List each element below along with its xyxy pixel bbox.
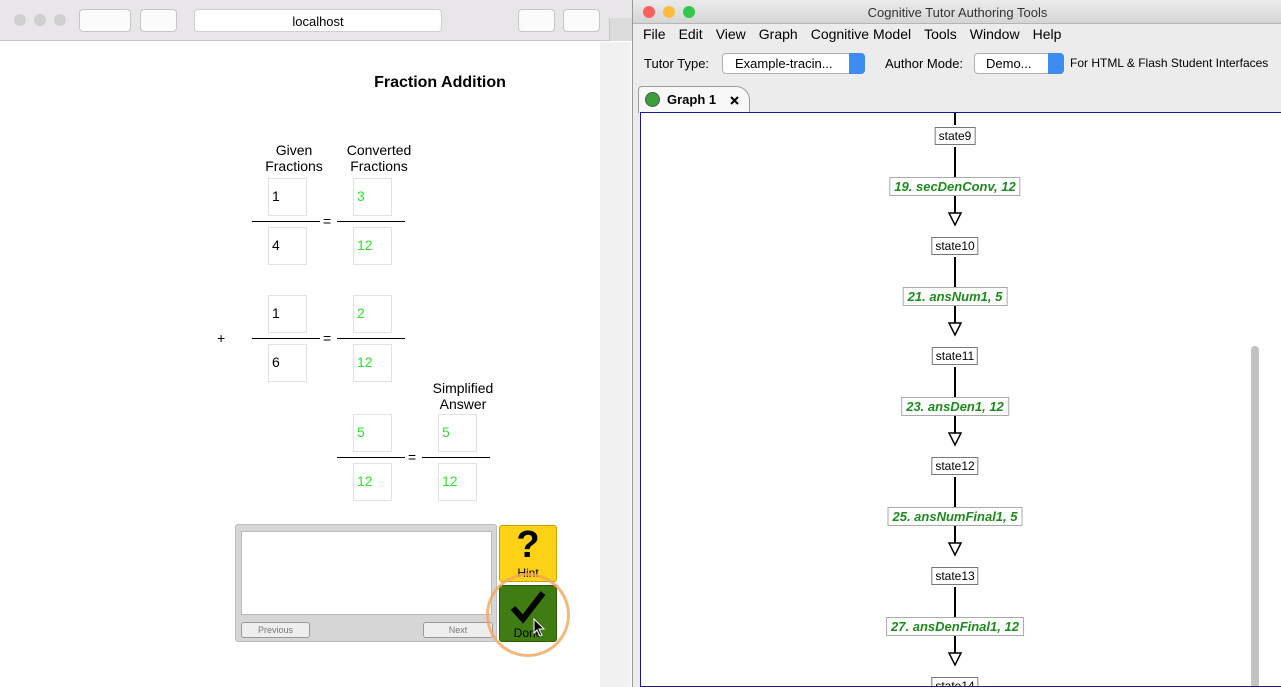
tutor-page: Fraction Addition Given Fractions Conver… [0,42,600,687]
nav-buttons[interactable] [79,9,131,32]
title-bar: Cognitive Tutor Authoring Tools [633,0,1281,24]
state-node[interactable]: state12 [931,457,979,475]
fraction-input[interactable]: 1 [268,178,307,216]
fraction-input[interactable]: 5 [353,414,392,452]
tab-label: Graph 1 [667,92,717,107]
fraction-bar [252,221,320,222]
fraction-bar [252,338,320,339]
fraction-bar [337,338,405,339]
menu-item[interactable]: Tools [924,26,957,42]
menu-item[interactable]: Window [969,26,1020,42]
zoom-button[interactable] [683,6,695,18]
select-arrow [849,53,865,74]
address-bar[interactable]: localhost [194,9,442,32]
fraction-bar [422,457,490,458]
edge-label[interactable]: 21. ansNum1, 5 [902,287,1008,306]
edge-label[interactable]: 27. ansDenFinal1, 12 [886,617,1024,636]
fraction-input[interactable]: 12 [353,227,392,265]
fraction-input[interactable]: 2 [353,295,392,333]
equals-sign: = [323,213,332,229]
state-node[interactable]: state9 [934,127,976,145]
tutor-title: Fraction Addition [374,74,506,91]
menu-item[interactable]: Cognitive Model [810,26,912,42]
fraction-input[interactable]: 5 [438,414,477,452]
field-label: Author Mode: [885,56,964,71]
equals-sign: = [323,330,332,346]
tab-icon [645,92,660,107]
window-button[interactable] [54,14,66,26]
equals-sign: = [408,449,417,465]
edge-arrow [947,212,963,227]
edge-arrow [947,322,963,337]
fraction-input[interactable]: 12 [438,463,477,501]
edge-label[interactable]: 19. secDenConv, 12 [889,177,1021,196]
menu-item[interactable]: View [715,26,746,42]
state-node[interactable]: state14 [931,677,979,686]
click-highlight [486,573,570,657]
menu-item[interactable]: Graph [758,26,798,42]
column-header: Converted Fractions [346,142,412,174]
interfaces-note: For HTML & Flash Student Interfaces [1070,56,1269,70]
fraction-input[interactable]: 6 [268,344,307,382]
mouse-cursor [533,618,546,637]
window-title: Cognitive Tutor Authoring Tools [867,5,1048,20]
fraction-bar [337,457,405,458]
tabs-button[interactable] [563,9,600,32]
menu-item[interactable]: Edit [678,26,703,42]
fraction-input[interactable]: 3 [353,178,392,216]
tab-close[interactable] [730,96,739,105]
message-panel: Previous Next [235,524,497,642]
edge-label[interactable]: 23. ansDen1, 12 [901,397,1009,416]
ctat-window: Cognitive Tutor Authoring Tools File Edit… [632,0,1281,687]
share-button[interactable] [518,9,555,32]
new-tab-button[interactable] [609,18,632,41]
hint-button[interactable]: ? Hint [499,525,557,582]
fraction-input[interactable]: 4 [268,227,307,265]
next-button[interactable]: Next [423,622,493,638]
previous-button[interactable]: Previous [241,622,310,638]
scrollbar[interactable] [1251,346,1259,686]
menu-item[interactable]: File [643,26,666,42]
menu-item[interactable]: Help [1032,26,1062,42]
page-gutter [600,42,631,687]
close-button[interactable] [643,6,655,18]
hint-icon: ? [516,525,540,566]
message-area [241,531,492,615]
edge-arrow [947,652,963,667]
column-header: Simplified Answer [432,380,494,412]
graph-tab[interactable]: Graph 1 [638,86,750,113]
state-node[interactable]: state11 [931,347,979,365]
select-arrow [1048,53,1064,74]
column-header: Given Fractions [265,142,323,174]
graph-panel: state9 state10 state11 state12 state13 state1… [640,112,1281,687]
menu-bar: File Edit View Graph Cognitive Model Tools Win… [643,26,1074,46]
sidebar-button[interactable] [140,9,177,32]
fraction-input[interactable]: 12 [353,463,392,501]
state-node[interactable]: state10 [931,237,979,255]
edge-arrow [947,542,963,557]
fraction-input[interactable]: 12 [353,344,392,382]
plus-sign: + [217,330,226,346]
state-node[interactable]: state13 [931,567,979,585]
fraction-input[interactable]: 1 [268,295,307,333]
tutor-type-select[interactable]: Example-tracin... [722,53,865,74]
edge-label[interactable]: 25. ansNumFinal1, 5 [887,507,1023,526]
minimize-button[interactable] [663,6,675,18]
edge-arrow [947,432,963,447]
field-label: Tutor Type: [644,56,710,71]
browser-toolbar: localhost [0,0,632,41]
window-button[interactable] [34,14,46,26]
window-button[interactable] [14,14,26,26]
fraction-bar [337,221,405,222]
